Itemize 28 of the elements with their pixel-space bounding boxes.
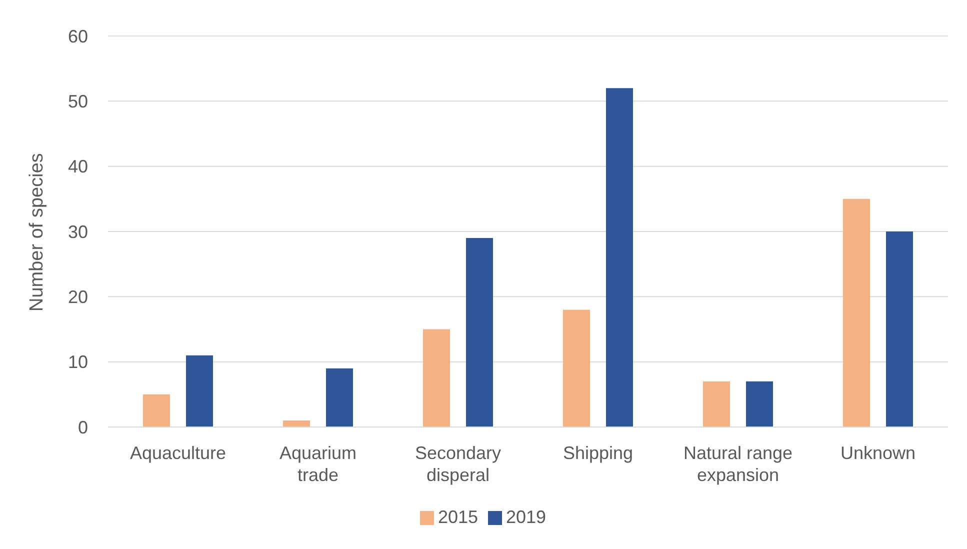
y-tick-label: 0 — [78, 417, 88, 438]
y-tick-label: 50 — [68, 92, 88, 112]
bar — [843, 198, 870, 427]
x-tick-label: Shipping — [562, 443, 634, 463]
y-axis-title: Number of species — [26, 153, 48, 312]
bar — [746, 381, 773, 427]
bar — [186, 355, 213, 427]
bar — [466, 238, 493, 427]
bar — [606, 88, 633, 427]
y-tick-label: 20 — [68, 287, 88, 308]
bar — [283, 420, 310, 427]
y-tick-label: 10 — [68, 352, 88, 372]
bar — [703, 381, 730, 427]
x-tick-label: Natural range expansion — [683, 443, 793, 485]
legend-label: 2019 — [506, 507, 546, 527]
x-tick-label: Unknown — [840, 443, 916, 463]
y-tick-label: 60 — [68, 26, 88, 46]
x-tick-label: Aquarium trade — [279, 443, 357, 485]
y-tick-label: 30 — [68, 222, 88, 242]
x-tick-label: Secondary disperal — [414, 443, 502, 485]
bar — [563, 310, 590, 427]
bar — [143, 394, 170, 427]
legend-label: 2015 — [438, 507, 478, 527]
bar — [886, 232, 913, 427]
bar — [423, 329, 450, 427]
x-tick-label: Aquaculture — [130, 443, 226, 463]
y-tick-label: 40 — [68, 156, 88, 177]
bar — [326, 368, 353, 427]
